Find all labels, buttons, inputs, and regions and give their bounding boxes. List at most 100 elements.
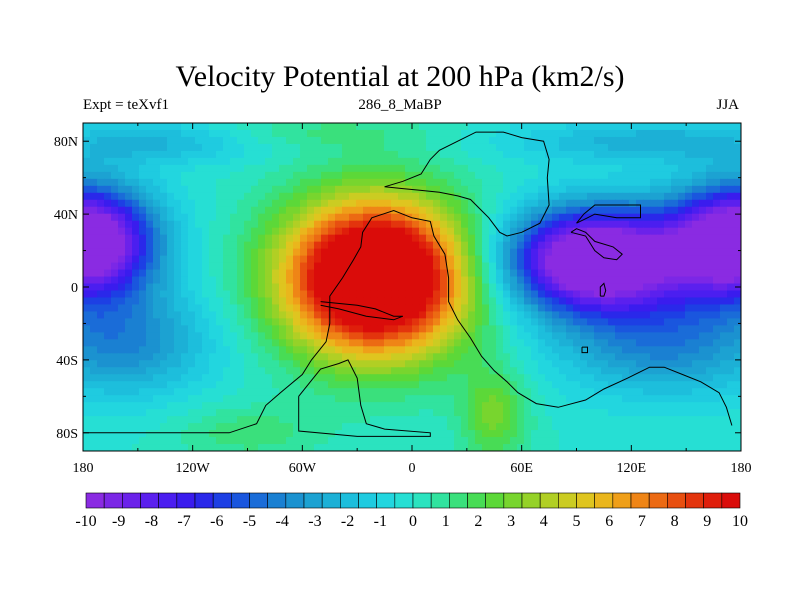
field-cell xyxy=(538,444,546,451)
field-cell xyxy=(342,311,350,320)
field-cell xyxy=(727,123,735,131)
field-cell xyxy=(538,150,546,159)
field-cell xyxy=(650,227,658,236)
field-cell xyxy=(440,360,448,368)
field-cell xyxy=(685,283,693,292)
field-cell xyxy=(167,269,175,278)
field-cell xyxy=(643,444,651,451)
field-cell xyxy=(643,269,651,278)
period-label: 286_8_MaBP xyxy=(358,97,442,113)
field-cell xyxy=(111,234,119,243)
field-cell xyxy=(692,269,700,278)
field-cell xyxy=(601,304,609,313)
field-cell xyxy=(454,388,462,396)
colorbar-swatch xyxy=(140,492,159,509)
field-cell xyxy=(370,290,378,299)
field-cell xyxy=(643,346,651,354)
field-cell xyxy=(391,346,399,354)
field-cell xyxy=(272,241,280,250)
field-cell xyxy=(279,199,287,208)
field-cell xyxy=(384,129,392,138)
field-cell xyxy=(629,269,637,278)
field-cell xyxy=(517,150,525,159)
field-cell xyxy=(160,157,168,166)
field-cell xyxy=(90,304,98,313)
field-cell xyxy=(559,360,567,368)
field-cell xyxy=(454,206,462,215)
field-cell xyxy=(251,123,259,131)
field-cell xyxy=(643,227,651,236)
field-cell xyxy=(524,388,532,396)
field-cell xyxy=(111,150,119,159)
field-cell xyxy=(258,318,266,326)
field-cell xyxy=(692,332,700,340)
field-cell xyxy=(419,164,427,173)
field-cell xyxy=(419,269,427,278)
field-cell xyxy=(146,227,154,236)
field-cell xyxy=(650,409,658,417)
field-cell xyxy=(636,423,644,431)
field-cell xyxy=(482,444,490,451)
field-cell xyxy=(146,318,154,326)
field-cell xyxy=(727,255,735,264)
field-cell xyxy=(412,444,420,451)
field-cell xyxy=(398,123,406,131)
field-cell xyxy=(230,241,238,250)
field-cell xyxy=(489,269,497,278)
field-cell xyxy=(328,227,336,236)
field-cell xyxy=(139,444,147,451)
field-cell xyxy=(244,311,252,320)
field-cell xyxy=(727,395,735,403)
field-cell xyxy=(433,143,441,152)
field-cell xyxy=(391,360,399,368)
field-cell xyxy=(398,220,406,229)
field-cell xyxy=(265,199,273,208)
field-cell xyxy=(223,129,231,138)
field-cell xyxy=(370,409,378,417)
field-cell xyxy=(412,164,420,173)
field-cell xyxy=(601,311,609,320)
field-cell xyxy=(146,346,154,354)
field-cell xyxy=(412,206,420,215)
field-cell xyxy=(650,276,658,285)
field-cell xyxy=(517,262,525,271)
field-cell xyxy=(97,297,105,306)
colorbar-swatch xyxy=(85,492,105,509)
field-cell xyxy=(720,444,728,451)
field-cell xyxy=(230,346,238,354)
field-cell xyxy=(538,374,546,382)
field-cell xyxy=(650,332,658,340)
field-cell xyxy=(552,339,560,347)
field-cell xyxy=(335,332,343,340)
field-cell xyxy=(223,430,231,438)
field-cell xyxy=(713,262,721,271)
field-cell xyxy=(692,346,700,354)
field-cell xyxy=(510,164,518,173)
field-cell xyxy=(720,416,728,424)
field-cell xyxy=(265,304,273,313)
field-cell xyxy=(118,129,126,138)
field-cell xyxy=(244,234,252,243)
field-cell xyxy=(216,276,224,285)
field-cell xyxy=(510,157,518,166)
field-cell xyxy=(517,269,525,278)
field-cell xyxy=(650,283,658,292)
field-cell xyxy=(314,367,322,375)
field-cell xyxy=(384,123,392,131)
field-cell xyxy=(587,129,595,138)
field-cell xyxy=(244,318,252,326)
field-cell xyxy=(118,227,126,236)
field-cell xyxy=(174,269,182,278)
field-cell xyxy=(391,311,399,320)
field-cell xyxy=(454,304,462,313)
field-cell xyxy=(132,437,140,445)
field-cell xyxy=(440,227,448,236)
field-cell xyxy=(643,423,651,431)
field-cell xyxy=(139,332,147,340)
field-cell xyxy=(279,136,287,145)
field-cell xyxy=(265,178,273,187)
field-cell xyxy=(594,262,602,271)
field-cell xyxy=(251,402,259,410)
field-cell xyxy=(545,409,553,417)
field-cell xyxy=(545,416,553,424)
